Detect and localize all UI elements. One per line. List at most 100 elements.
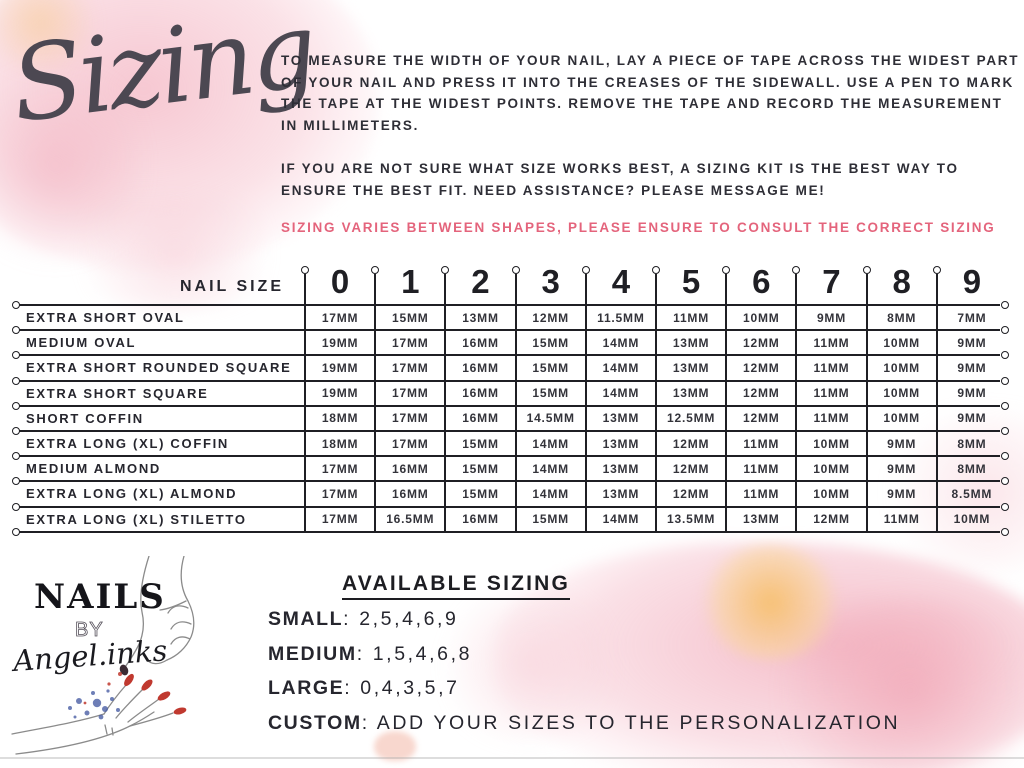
table-column-line [444, 274, 447, 532]
table-line-dot [12, 376, 20, 385]
page-title: Sizing [4, 0, 320, 147]
table-cell: 15MM [392, 310, 429, 325]
table-cell: 11MM [883, 512, 920, 527]
table-cell: 12MM [743, 386, 780, 401]
table-cell: 8MM [957, 436, 987, 451]
measuring-instructions: TO MEASURE THE WIDTH OF YOUR NAIL, LAY A… [281, 50, 1021, 136]
table-cell: 16MM [392, 461, 429, 476]
table-cell: 16MM [462, 386, 499, 401]
table-cell: 12MM [672, 461, 710, 476]
table-cell: 9MM [816, 310, 847, 325]
sizing-option-separator: : [344, 677, 361, 699]
table-cell: 13MM [462, 310, 499, 325]
table-cell: 9MM [957, 360, 987, 375]
row-label: EXTRA SHORT SQUARE [26, 385, 209, 401]
sizing-option-label: CUSTOM [268, 711, 362, 734]
brand-script: Angel.inks [9, 633, 168, 678]
sizing-option-label: MEDIUM [268, 642, 357, 665]
table-cell: 9MM [887, 436, 917, 451]
table-line-dot [792, 266, 801, 274]
table-cell: 10MM [883, 360, 920, 375]
table-cell: 11.5MM [597, 310, 645, 325]
row-label: SHORT COFFIN [26, 410, 144, 426]
table-line-dot [652, 266, 660, 274]
table-cell: 16.5MM [386, 512, 435, 527]
brand-name: NAILS [34, 577, 166, 617]
column-header-7: 7 [822, 263, 841, 300]
table-line-dot [1001, 376, 1009, 385]
table-cell: 11MM [813, 386, 850, 401]
table-cell: 14MM [532, 461, 569, 476]
table-cell: 17MM [392, 360, 429, 375]
row-label: EXTRA LONG (XL) ALMOND [26, 486, 238, 502]
table-cell: 10MM [813, 461, 850, 476]
red-specks [83, 672, 122, 705]
sizing-option-values: 1,5,4,6,8 [372, 642, 473, 665]
available-sizing-title: AVAILABLE SIZING [342, 572, 571, 600]
instructions-period: . [413, 117, 420, 133]
table-cell: 9MM [887, 461, 917, 476]
table-row-line [19, 455, 1000, 458]
column-header-0: 0 [330, 263, 350, 300]
table-line-dot [12, 351, 20, 360]
table-cell: 11MM [813, 411, 850, 426]
table-cell: 12MM [743, 360, 780, 375]
table-cell: 17MM [392, 436, 429, 451]
table-row-line [19, 404, 1000, 407]
table-cell: 12MM [813, 512, 850, 527]
table-column-line [584, 274, 587, 532]
available-sizing-row: MEDIUM: 1,5,4,6,8 [268, 643, 472, 666]
table-cell: 11MM [743, 486, 780, 501]
table-line-dot [12, 326, 20, 335]
table-row-line [19, 379, 1000, 382]
column-header-9: 9 [962, 263, 982, 300]
table-column-line [865, 274, 868, 532]
table-line-dot [12, 527, 20, 536]
table-cell: 14.5MM [526, 411, 575, 426]
table-cell: 17MM [392, 335, 429, 350]
table-cell: 15MM [462, 461, 499, 476]
sizing-option-separator: : [361, 711, 377, 734]
table-cell: 13.5MM [667, 512, 716, 527]
dark-nail [119, 664, 129, 676]
table-cell: 17MM [392, 386, 429, 401]
table-cell: 13MM [602, 411, 640, 426]
table-cell: 11MM [743, 436, 780, 451]
brand-by: BY [75, 619, 104, 641]
sizing-kit-note: IF YOU ARE NOT SURE WHAT SIZE WORKS BEST… [281, 161, 959, 198]
table-line-dot [581, 266, 590, 274]
table-cell: 13MM [602, 461, 640, 476]
sizing-option-label: LARGE [268, 677, 345, 699]
table-line-dot [12, 502, 20, 511]
table-cell: 12MM [532, 310, 569, 325]
table-cell: 17MM [321, 486, 359, 501]
table-cell: 16MM [392, 486, 429, 501]
table-cell: 19MM [321, 360, 359, 375]
red-nails [124, 673, 187, 715]
available-sizing-section: AVAILABLE SIZING SMALL: 2,5,4,6,9 MEDIUM:… [268, 572, 968, 752]
table-column-line [935, 274, 938, 532]
table-cell: 10MM [953, 512, 991, 527]
table-cell: 11MM [743, 461, 780, 476]
table-cell: 9MM [957, 386, 987, 401]
table-cell: 15MM [532, 386, 569, 401]
table-line-dot [12, 301, 20, 309]
table-row-line [19, 480, 1000, 483]
table-line-dot [862, 266, 871, 274]
table-cell: 10MM [883, 335, 920, 350]
table-cell: 14MM [532, 486, 569, 501]
table-cell: 19MM [321, 386, 359, 401]
table-line-dot [1001, 301, 1009, 309]
paint-splatter [68, 689, 120, 720]
instructions-bold-word: MILLIMETERS [303, 117, 414, 133]
table-cell: 10MM [883, 386, 920, 401]
table-cell: 16MM [462, 360, 499, 375]
table-cell: 18MM [321, 436, 359, 451]
table-cell: 17MM [321, 461, 359, 476]
table-cell: 8MM [887, 310, 917, 325]
column-header-2: 2 [471, 263, 490, 300]
table-cell: 14MM [532, 436, 569, 451]
table-line-dot [1001, 326, 1009, 335]
table-cell: 16MM [462, 335, 499, 350]
table-cell: 7MM [957, 310, 987, 325]
